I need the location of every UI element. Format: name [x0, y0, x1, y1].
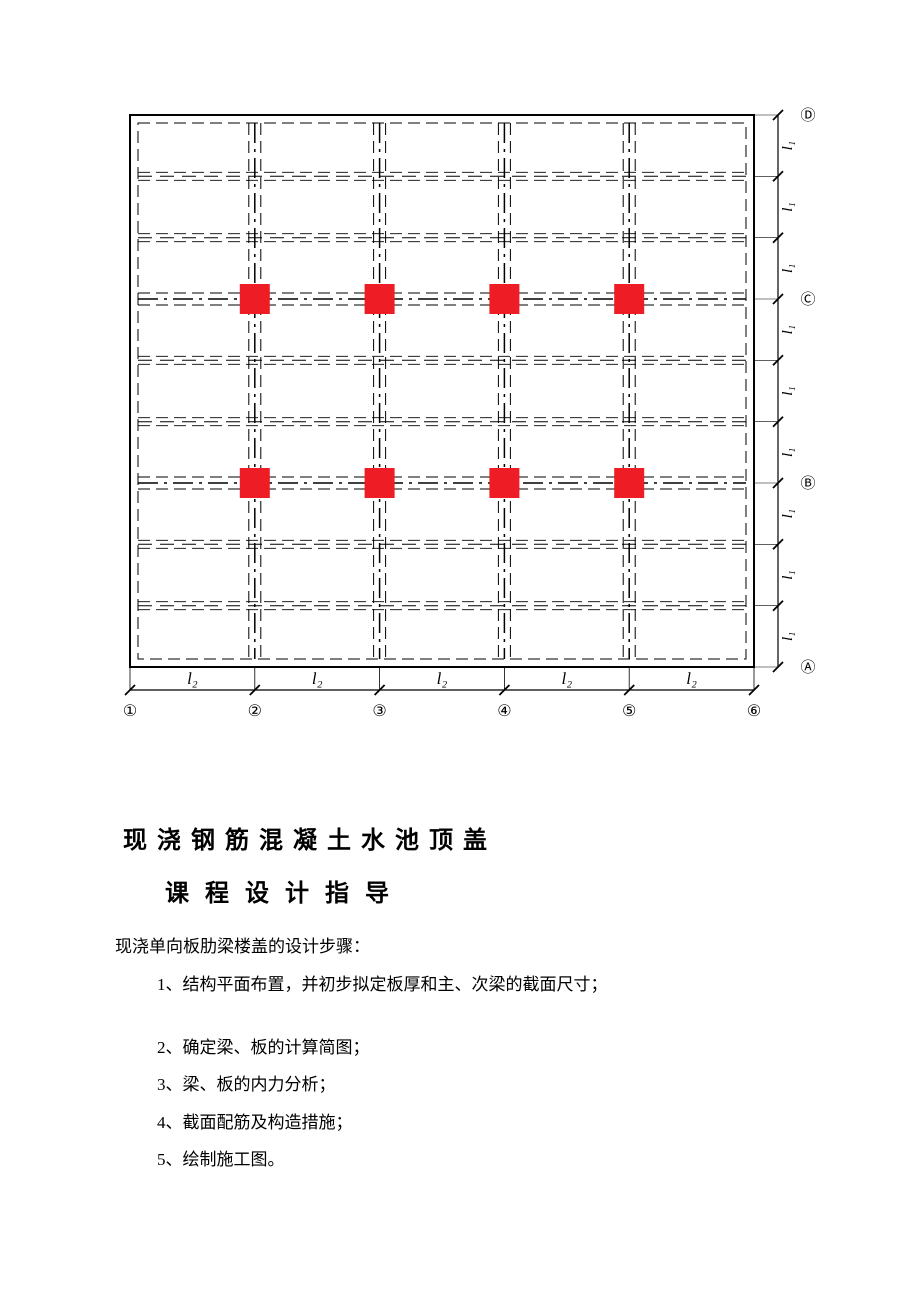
svg-text:l₁: l₁	[780, 632, 796, 641]
svg-text:⑤: ⑤	[622, 703, 636, 720]
svg-text:l₂: l₂	[187, 669, 198, 688]
svg-text:Ⓓ: Ⓓ	[800, 107, 815, 124]
svg-text:l₁: l₁	[780, 570, 796, 579]
plan-svg: ① ② ③ ④ ⑤ ⑥ l₂ l₂ l₂ l₂ l₂ l₁ l₁ l₁ l₁ l₁ l₁ l₁ l₁ l₁ Ⓐ Ⓑ Ⓒ Ⓓ	[0, 0, 920, 720]
title-line-1: 现浇钢筋混凝土水池顶盖	[123, 820, 815, 855]
svg-text:Ⓒ: Ⓒ	[800, 291, 815, 308]
step-4: 4、截面配筋及构造措施；	[157, 1109, 815, 1136]
svg-text:Ⓐ: Ⓐ	[800, 659, 815, 676]
svg-text:l₁: l₁	[780, 141, 796, 150]
svg-text:l₁: l₁	[780, 386, 796, 395]
svg-text:l₂: l₂	[312, 669, 323, 688]
step-5: 5、绘制施工图。	[157, 1146, 815, 1173]
step-3: 3、梁、板的内力分析；	[157, 1071, 815, 1098]
svg-text:l₂: l₂	[561, 669, 572, 688]
svg-text:l₁: l₁	[780, 448, 796, 457]
step-2: 2、确定梁、板的计算简图；	[157, 1034, 815, 1061]
svg-text:l₁: l₁	[780, 509, 796, 518]
svg-text:②: ②	[248, 703, 262, 720]
svg-text:③: ③	[372, 703, 386, 720]
svg-text:l₂: l₂	[437, 669, 448, 688]
svg-text:Ⓑ: Ⓑ	[800, 475, 815, 492]
title-line-2: 课程设计指导	[165, 873, 815, 908]
document-text: 现浇钢筋混凝土水池顶盖 课程设计指导 现浇单向板肋梁楼盖的设计步骤： 1、结构平…	[115, 820, 815, 1183]
svg-text:⑥: ⑥	[747, 703, 761, 720]
svg-text:l₂: l₂	[686, 669, 697, 688]
svg-text:l₁: l₁	[780, 264, 796, 273]
svg-text:l₁: l₁	[780, 325, 796, 334]
intro-line: 现浇单向板肋梁楼盖的设计步骤：	[115, 932, 815, 957]
svg-text:l₁: l₁	[780, 202, 796, 211]
svg-text:①: ①	[123, 703, 137, 720]
step-1: 1、结构平面布置，并初步拟定板厚和主、次梁的截面尺寸；	[157, 971, 815, 998]
svg-text:④: ④	[497, 703, 511, 720]
structural-plan-diagram: ① ② ③ ④ ⑤ ⑥ l₂ l₂ l₂ l₂ l₂ l₁ l₁ l₁ l₁ l₁ l₁ l₁ l₁ l₁ Ⓐ Ⓑ Ⓒ Ⓓ	[0, 0, 920, 720]
